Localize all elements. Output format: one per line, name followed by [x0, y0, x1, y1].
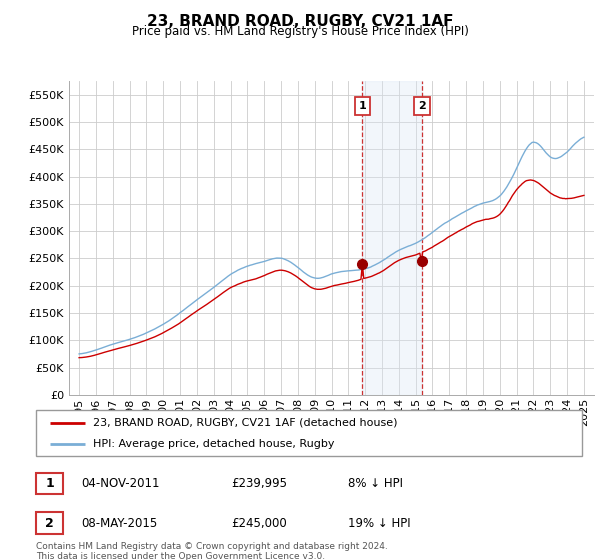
Text: 1: 1	[46, 477, 54, 491]
Text: 04-NOV-2011: 04-NOV-2011	[81, 477, 160, 491]
Text: 23, BRAND ROAD, RUGBY, CV21 1AF (detached house): 23, BRAND ROAD, RUGBY, CV21 1AF (detache…	[94, 418, 398, 428]
Text: £239,995: £239,995	[231, 477, 287, 491]
Text: 2: 2	[418, 101, 426, 111]
Text: £245,000: £245,000	[231, 516, 287, 530]
Text: Price paid vs. HM Land Registry's House Price Index (HPI): Price paid vs. HM Land Registry's House …	[131, 25, 469, 38]
Text: Contains HM Land Registry data © Crown copyright and database right 2024.
This d: Contains HM Land Registry data © Crown c…	[36, 542, 388, 560]
Bar	[362, 81, 422, 395]
Text: 8% ↓ HPI: 8% ↓ HPI	[348, 477, 403, 491]
Text: 2: 2	[46, 516, 54, 530]
Text: 19% ↓ HPI: 19% ↓ HPI	[348, 516, 410, 530]
Text: HPI: Average price, detached house, Rugby: HPI: Average price, detached house, Rugb…	[94, 439, 335, 449]
Text: 23, BRAND ROAD, RUGBY, CV21 1AF: 23, BRAND ROAD, RUGBY, CV21 1AF	[147, 14, 453, 29]
Text: 1: 1	[358, 101, 366, 111]
Text: 08-MAY-2015: 08-MAY-2015	[81, 516, 157, 530]
FancyBboxPatch shape	[36, 410, 582, 456]
